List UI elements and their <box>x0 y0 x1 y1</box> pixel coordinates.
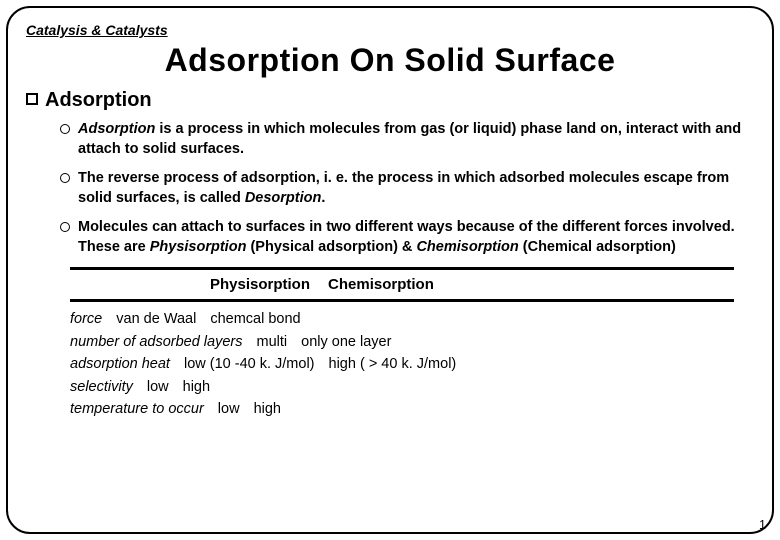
row-val-2: high ( > 40 k. J/mol) <box>329 353 457 375</box>
bullet-after: (Physical adsorption) & <box>246 239 416 255</box>
section-label: Adsorption <box>45 89 152 112</box>
page-number: 1 <box>759 518 766 532</box>
slide-title: Adsorption On Solid Surface <box>26 42 754 79</box>
row-val-1: multi <box>257 331 288 353</box>
row-val-2: high <box>183 376 210 398</box>
row-val-1: van de Waal <box>116 308 196 330</box>
table-row: selectivity low high <box>70 376 734 398</box>
bullet-text: Adsorption is a process in which molecul… <box>78 120 754 159</box>
bullet-text: The reverse process of adsorption, i. e.… <box>78 169 754 208</box>
table-col-header-1: Physisorption <box>210 276 310 293</box>
bullet-lead-term: Adsorption <box>78 121 155 137</box>
comparison-table: Physisorption Chemisorption force van de… <box>70 267 734 420</box>
row-val-1: low <box>218 398 240 420</box>
table-col-header-2: Chemisorption <box>328 276 434 293</box>
bullet-text: Molecules can attach to surfaces in two … <box>78 218 754 257</box>
list-item: Adsorption is a process in which molecul… <box>60 120 754 159</box>
table-row: temperature to occur low high <box>70 398 734 420</box>
row-label: force <box>70 308 102 330</box>
slide-frame: Catalysis & Catalysts Adsorption On Soli… <box>6 6 774 534</box>
table-row: number of adsorbed layers multi only one… <box>70 331 734 353</box>
row-label: temperature to occur <box>70 398 204 420</box>
bullet-list: Adsorption is a process in which molecul… <box>60 120 754 257</box>
row-val-2: only one layer <box>301 331 391 353</box>
circle-bullet-icon <box>60 124 70 134</box>
table-body: force van de Waal chemcal bond number of… <box>70 304 734 420</box>
row-val-2: chemcal bond <box>210 308 300 330</box>
row-label: selectivity <box>70 376 133 398</box>
bullet-em-term: Desorption <box>245 190 322 206</box>
bullet-body: The reverse process of adsorption, i. e.… <box>78 170 729 206</box>
table-row: force van de Waal chemcal bond <box>70 308 734 330</box>
bullet-after-2: (Chemical adsorption) <box>519 239 676 255</box>
square-bullet-icon <box>26 93 38 105</box>
table-row: adsorption heat low (10 -40 k. J/mol) hi… <box>70 353 734 375</box>
table-header-row: Physisorption Chemisorption <box>70 272 734 297</box>
row-label: number of adsorbed layers <box>70 331 243 353</box>
slide-header: Catalysis & Catalysts <box>26 22 754 38</box>
bullet-body: is a process in which molecules from gas… <box>78 121 741 157</box>
list-item: The reverse process of adsorption, i. e.… <box>60 169 754 208</box>
row-val-2: high <box>254 398 281 420</box>
row-val-1: low (10 -40 k. J/mol) <box>184 353 315 375</box>
table-rule-mid <box>70 299 734 302</box>
bullet-after: . <box>321 190 325 206</box>
circle-bullet-icon <box>60 173 70 183</box>
row-val-1: low <box>147 376 169 398</box>
section-heading: Adsorption <box>26 89 754 112</box>
row-label: adsorption heat <box>70 353 170 375</box>
circle-bullet-icon <box>60 222 70 232</box>
table-rule-top <box>70 267 734 270</box>
list-item: Molecules can attach to surfaces in two … <box>60 218 754 257</box>
bullet-em-term-2: Chemisorption <box>416 239 518 255</box>
bullet-em-term: Physisorption <box>150 239 247 255</box>
